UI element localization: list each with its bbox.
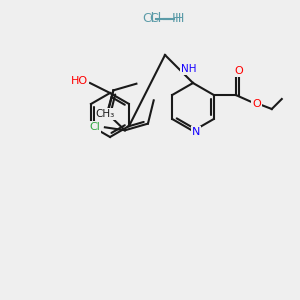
Text: Cl: Cl bbox=[142, 13, 154, 26]
Text: O: O bbox=[234, 66, 243, 76]
Text: N: N bbox=[192, 127, 200, 137]
Text: CH₃: CH₃ bbox=[96, 110, 115, 119]
Text: H: H bbox=[174, 13, 184, 26]
Text: O: O bbox=[252, 99, 261, 109]
Text: HO: HO bbox=[70, 76, 88, 86]
Text: NH: NH bbox=[181, 64, 197, 74]
Text: H: H bbox=[171, 13, 181, 26]
Text: Cl: Cl bbox=[149, 13, 161, 26]
Text: Cl: Cl bbox=[89, 122, 100, 132]
